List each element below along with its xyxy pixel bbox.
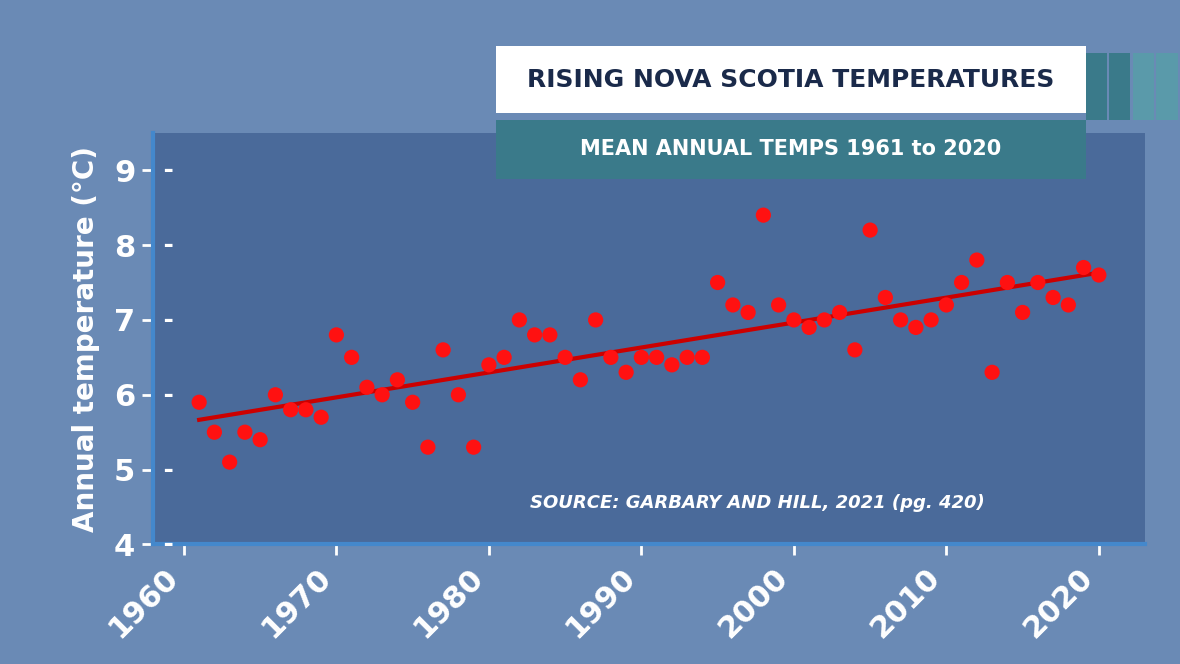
Point bbox=[388, 374, 407, 385]
Point bbox=[998, 277, 1017, 288]
Point bbox=[617, 367, 636, 378]
Point bbox=[296, 404, 315, 415]
Point bbox=[571, 374, 590, 385]
Point bbox=[831, 307, 850, 318]
Point bbox=[236, 427, 255, 438]
Point bbox=[312, 412, 330, 422]
Point bbox=[860, 225, 879, 236]
Point bbox=[205, 427, 224, 438]
Point bbox=[1074, 262, 1093, 273]
Point bbox=[327, 329, 346, 340]
Point bbox=[845, 345, 864, 355]
Point bbox=[906, 322, 925, 333]
Point bbox=[1014, 307, 1032, 318]
Point bbox=[556, 352, 575, 363]
Text: -: - bbox=[146, 382, 175, 407]
Text: -: - bbox=[146, 308, 175, 332]
Point bbox=[281, 404, 300, 415]
Point bbox=[602, 352, 621, 363]
Point bbox=[190, 397, 209, 408]
Point bbox=[540, 329, 559, 340]
Point bbox=[586, 315, 605, 325]
Text: SOURCE: GARBARY AND HILL, 2021 (pg. 420): SOURCE: GARBARY AND HILL, 2021 (pg. 420) bbox=[530, 493, 985, 511]
Text: -: - bbox=[146, 457, 175, 481]
Point bbox=[891, 315, 910, 325]
Point bbox=[250, 434, 269, 445]
Point bbox=[221, 457, 240, 467]
Point bbox=[434, 345, 453, 355]
Point bbox=[404, 397, 422, 408]
Text: -: - bbox=[146, 158, 175, 182]
Point bbox=[754, 210, 773, 220]
Point bbox=[800, 322, 819, 333]
Point bbox=[739, 307, 758, 318]
Point bbox=[448, 390, 467, 400]
Point bbox=[1043, 292, 1062, 303]
Text: -: - bbox=[146, 233, 175, 257]
Point bbox=[785, 315, 804, 325]
Point bbox=[358, 382, 376, 392]
Point bbox=[525, 329, 544, 340]
Point bbox=[922, 315, 940, 325]
Point bbox=[494, 352, 513, 363]
Text: RISING NOVA SCOTIA TEMPERATURES: RISING NOVA SCOTIA TEMPERATURES bbox=[527, 68, 1054, 92]
Point bbox=[983, 367, 1002, 378]
Y-axis label: Annual temperature (°C): Annual temperature (°C) bbox=[72, 145, 100, 532]
Text: MEAN ANNUAL TEMPS 1961 to 2020: MEAN ANNUAL TEMPS 1961 to 2020 bbox=[581, 139, 1001, 159]
Point bbox=[632, 352, 651, 363]
Point bbox=[342, 352, 361, 363]
Point bbox=[1058, 299, 1077, 310]
Point bbox=[419, 442, 438, 452]
Point bbox=[510, 315, 529, 325]
Point bbox=[815, 315, 834, 325]
Point bbox=[723, 299, 742, 310]
Point bbox=[647, 352, 666, 363]
Point bbox=[479, 359, 498, 370]
Point bbox=[937, 299, 956, 310]
Point bbox=[693, 352, 712, 363]
Point bbox=[662, 359, 681, 370]
Text: -: - bbox=[146, 533, 175, 556]
Point bbox=[266, 390, 284, 400]
Point bbox=[708, 277, 727, 288]
Point bbox=[968, 255, 986, 266]
Point bbox=[1029, 277, 1048, 288]
Point bbox=[373, 390, 392, 400]
Point bbox=[876, 292, 894, 303]
Point bbox=[464, 442, 483, 452]
Point bbox=[1089, 270, 1108, 280]
Point bbox=[952, 277, 971, 288]
Point bbox=[677, 352, 696, 363]
Point bbox=[769, 299, 788, 310]
